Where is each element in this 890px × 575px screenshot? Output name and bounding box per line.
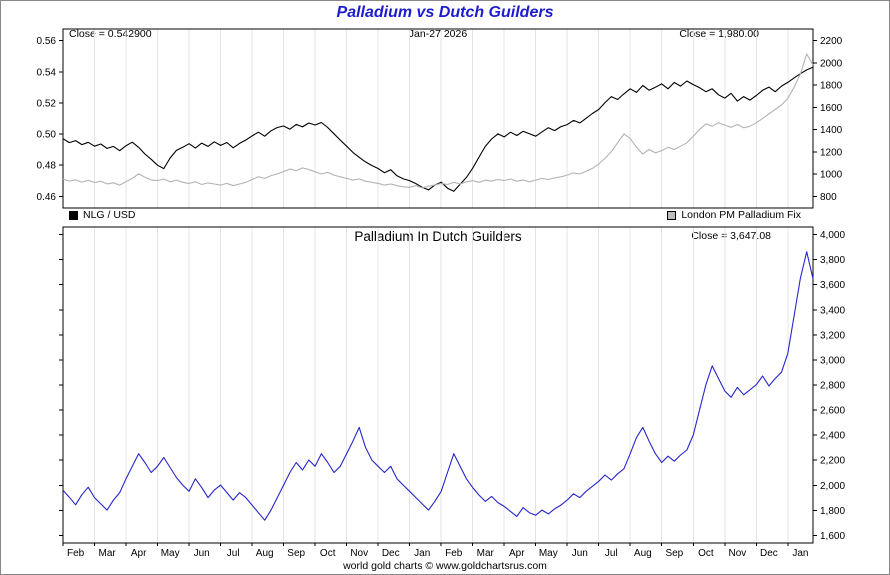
svg-text:0.56: 0.56 [37, 36, 57, 47]
svg-text:Apr: Apr [509, 548, 525, 559]
svg-text:1,600: 1,600 [820, 531, 845, 542]
svg-text:3,800: 3,800 [820, 255, 845, 266]
svg-text:3,200: 3,200 [820, 330, 845, 341]
svg-text:0.52: 0.52 [37, 98, 57, 109]
svg-text:0.54: 0.54 [37, 67, 57, 78]
legend-palladium-fix: London PM Palladium Fix [667, 209, 801, 221]
svg-text:Jul: Jul [227, 548, 240, 559]
svg-text:2,400: 2,400 [820, 431, 845, 442]
svg-text:1600: 1600 [820, 103, 843, 114]
legend-swatch-black-icon [69, 210, 78, 220]
svg-text:Nov: Nov [728, 548, 746, 559]
svg-text:0.50: 0.50 [37, 130, 57, 141]
svg-text:1000: 1000 [820, 170, 843, 181]
legend-swatch-gray-icon [667, 210, 677, 220]
svg-text:1200: 1200 [820, 147, 843, 158]
svg-text:2200: 2200 [820, 36, 843, 47]
svg-text:May: May [539, 548, 558, 559]
svg-text:Mar: Mar [477, 548, 495, 559]
top-panel-chart: 0.56 0.54 0.52 0.50 0.48 0.46 2200 2000 1800 1600… [37, 28, 843, 209]
svg-text:Jan: Jan [792, 548, 808, 559]
svg-text:Jan: Jan [414, 548, 430, 559]
svg-text:May: May [161, 548, 180, 559]
svg-text:1800: 1800 [820, 81, 843, 92]
svg-text:2000: 2000 [820, 58, 843, 69]
svg-text:Aug: Aug [256, 548, 274, 559]
svg-text:2,200: 2,200 [820, 456, 845, 467]
svg-text:Jul: Jul [605, 548, 618, 559]
svg-text:3,400: 3,400 [820, 305, 845, 316]
svg-text:0.46: 0.46 [37, 192, 57, 203]
svg-text:Mar: Mar [99, 548, 117, 559]
svg-text:4,000: 4,000 [820, 230, 845, 241]
svg-text:3,600: 3,600 [820, 280, 845, 291]
svg-text:Sep: Sep [287, 548, 305, 559]
date-label: Jan-27 2026 [408, 28, 468, 40]
svg-text:Dec: Dec [760, 548, 778, 559]
svg-text:Nov: Nov [350, 548, 368, 559]
top-close-left-label: Close = 0.542900 [69, 28, 152, 40]
svg-text:Dec: Dec [382, 548, 400, 559]
svg-text:2,000: 2,000 [820, 481, 845, 492]
svg-text:Oct: Oct [320, 548, 336, 559]
svg-text:3,000: 3,000 [820, 355, 845, 366]
bottom-panel-chart: 4,000 3,800 3,600 3,400 3,200 3,000 2,800 2,600… [59, 226, 845, 559]
svg-text:2,600: 2,600 [820, 406, 845, 417]
svg-text:Aug: Aug [634, 548, 652, 559]
svg-text:0.48: 0.48 [37, 161, 57, 172]
svg-text:Jun: Jun [572, 548, 588, 559]
legend-palladium-fix-label: London PM Palladium Fix [681, 209, 801, 221]
legend-nlg-usd: NLG / USD [69, 209, 136, 221]
svg-text:800: 800 [820, 192, 837, 203]
svg-text:Sep: Sep [665, 548, 683, 559]
svg-text:2,800: 2,800 [820, 381, 845, 392]
bottom-close-label: Close = 3,647.08 [691, 230, 771, 242]
page-title: Palladium vs Dutch Guilders [336, 4, 554, 21]
legend-nlg-usd-label: NLG / USD [83, 209, 136, 221]
footer-credit: world gold charts © www.goldchartsrus.co… [343, 560, 547, 572]
svg-text:Jun: Jun [194, 548, 210, 559]
svg-text:1,800: 1,800 [820, 506, 845, 517]
svg-text:Feb: Feb [67, 548, 85, 559]
svg-text:Apr: Apr [131, 548, 147, 559]
svg-text:Oct: Oct [698, 548, 714, 559]
svg-text:1400: 1400 [820, 125, 843, 136]
bottom-panel-title: Palladium In Dutch Guilders [354, 229, 522, 244]
svg-text:Feb: Feb [445, 548, 463, 559]
top-close-right-label: Close = 1,980.00 [679, 28, 759, 40]
